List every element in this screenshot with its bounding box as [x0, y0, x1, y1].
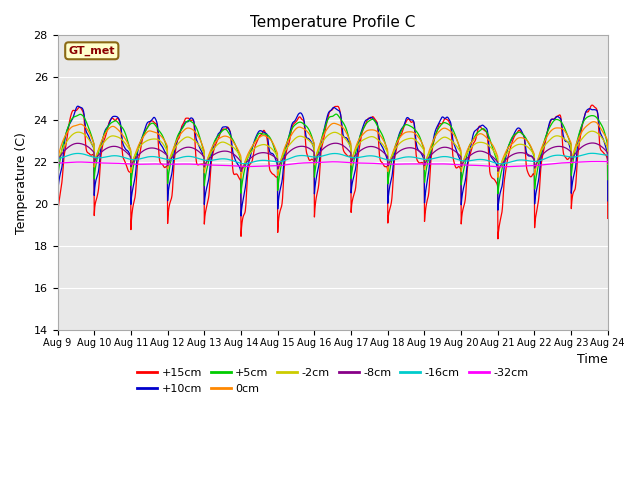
- +5cm: [494, 191, 502, 196]
- -32cm: [499, 164, 506, 169]
- +10cm: [361, 119, 369, 124]
- -2cm: [493, 153, 500, 159]
- -32cm: [54, 160, 61, 166]
- 0cm: [590, 119, 598, 125]
- +10cm: [493, 163, 500, 168]
- -16cm: [349, 155, 356, 160]
- -2cm: [349, 154, 356, 159]
- -2cm: [604, 161, 612, 167]
- 0cm: [493, 151, 500, 156]
- -2cm: [556, 133, 563, 139]
- -2cm: [361, 136, 369, 142]
- -2cm: [237, 170, 245, 176]
- Line: +15cm: +15cm: [58, 105, 608, 239]
- -32cm: [360, 160, 368, 166]
- +15cm: [207, 163, 215, 169]
- Legend: +15cm, +10cm, +5cm, 0cm, -2cm, -8cm, -16cm, -32cm: +15cm, +10cm, +5cm, 0cm, -2cm, -8cm, -16…: [132, 364, 532, 398]
- +15cm: [493, 180, 500, 185]
- Line: -16cm: -16cm: [58, 153, 608, 164]
- -8cm: [237, 168, 245, 174]
- +15cm: [604, 216, 612, 221]
- +10cm: [349, 177, 356, 183]
- +10cm: [604, 198, 612, 204]
- -8cm: [604, 160, 612, 166]
- +15cm: [54, 217, 61, 223]
- X-axis label: Time: Time: [577, 353, 608, 366]
- 0cm: [556, 125, 563, 131]
- Text: GT_met: GT_met: [68, 46, 115, 56]
- -16cm: [54, 156, 61, 161]
- +5cm: [54, 178, 61, 184]
- +5cm: [349, 164, 356, 170]
- +10cm: [571, 168, 579, 174]
- +10cm: [54, 194, 61, 200]
- +5cm: [604, 177, 612, 182]
- -8cm: [589, 140, 596, 146]
- 0cm: [349, 155, 356, 160]
- +15cm: [588, 102, 596, 108]
- +15cm: [349, 198, 356, 204]
- -2cm: [588, 128, 596, 134]
- -8cm: [556, 144, 563, 149]
- -8cm: [493, 158, 500, 164]
- Line: -32cm: -32cm: [58, 162, 608, 167]
- -32cm: [604, 159, 612, 165]
- +5cm: [361, 123, 369, 129]
- +15cm: [494, 236, 502, 242]
- -32cm: [591, 159, 599, 165]
- +10cm: [74, 103, 82, 109]
- +5cm: [571, 148, 579, 154]
- -8cm: [571, 152, 579, 157]
- -32cm: [349, 160, 356, 166]
- -16cm: [556, 152, 563, 158]
- -2cm: [571, 148, 579, 154]
- +15cm: [360, 124, 368, 130]
- +10cm: [237, 213, 245, 219]
- -16cm: [571, 154, 579, 160]
- -16cm: [360, 154, 368, 159]
- -8cm: [207, 154, 215, 160]
- +15cm: [571, 187, 579, 193]
- -16cm: [493, 160, 500, 166]
- 0cm: [237, 175, 245, 181]
- Line: -2cm: -2cm: [58, 131, 608, 173]
- 0cm: [54, 160, 61, 166]
- -32cm: [556, 160, 563, 166]
- -32cm: [571, 159, 579, 165]
- +10cm: [207, 155, 215, 161]
- Line: +5cm: +5cm: [58, 114, 608, 193]
- 0cm: [207, 147, 215, 153]
- Line: +10cm: +10cm: [58, 106, 608, 216]
- +5cm: [493, 156, 500, 162]
- -8cm: [361, 145, 369, 151]
- +5cm: [556, 118, 563, 123]
- -32cm: [207, 162, 215, 168]
- -8cm: [54, 160, 61, 166]
- +15cm: [556, 112, 563, 118]
- 0cm: [571, 146, 579, 152]
- -16cm: [207, 157, 215, 163]
- 0cm: [361, 130, 369, 135]
- Title: Temperature Profile C: Temperature Profile C: [250, 15, 415, 30]
- Line: -8cm: -8cm: [58, 143, 608, 171]
- 0cm: [604, 161, 612, 167]
- +5cm: [332, 111, 340, 117]
- Y-axis label: Temperature (C): Temperature (C): [15, 132, 28, 234]
- -16cm: [588, 150, 596, 156]
- +10cm: [556, 115, 563, 120]
- -16cm: [497, 161, 505, 167]
- -16cm: [604, 152, 612, 158]
- Line: 0cm: 0cm: [58, 122, 608, 178]
- -2cm: [54, 161, 61, 167]
- -2cm: [207, 150, 215, 156]
- -32cm: [493, 164, 500, 169]
- -8cm: [349, 156, 356, 162]
- +5cm: [207, 149, 215, 155]
